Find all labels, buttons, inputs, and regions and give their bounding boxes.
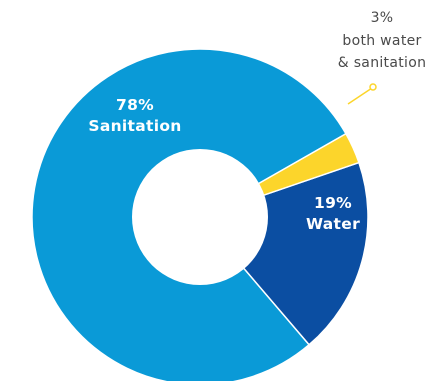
both-name-label-line1: both water [342,33,421,49]
sanitation-name-label: Sanitation [88,117,181,135]
callout-leader-line [347,87,373,105]
both-name-label-line2: & sanitation [338,55,427,71]
donut-hole [132,149,268,285]
callout-dot [369,83,377,91]
sanitation-value-label: 78% [116,96,154,114]
water-value-label: 19% [314,194,352,212]
both-value-label: 3% [371,10,394,26]
water-name-label: Water [306,215,360,233]
